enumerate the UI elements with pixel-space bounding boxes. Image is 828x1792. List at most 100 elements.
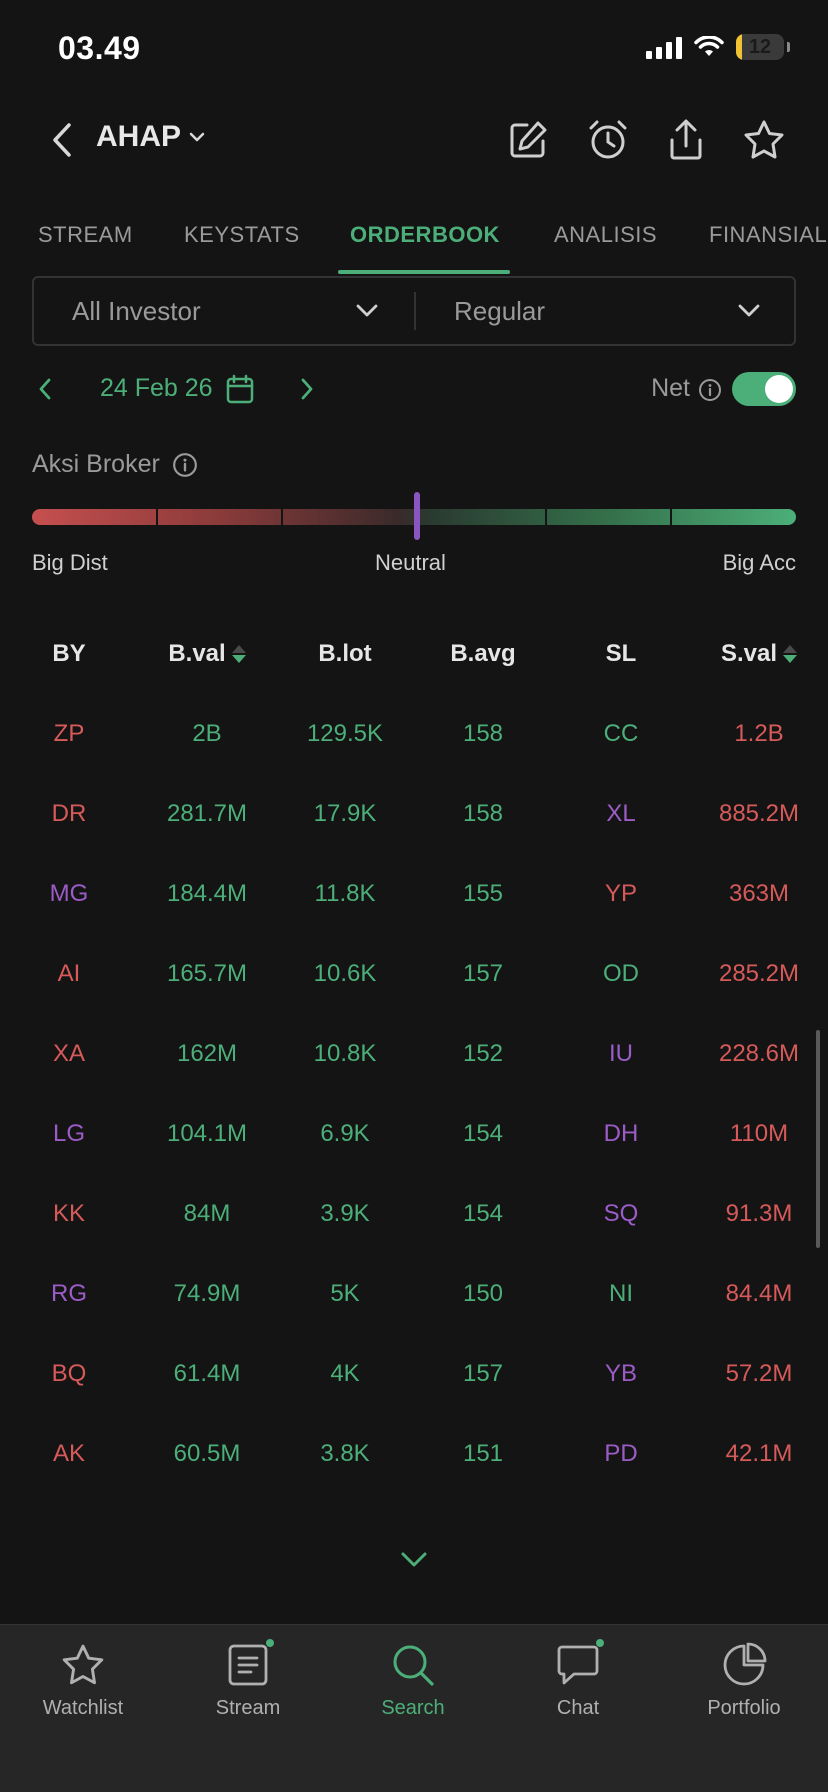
buy-average: 154 <box>462 1120 504 1147</box>
investor-filter-dropdown[interactable]: All Investor <box>72 278 416 344</box>
buyer-code[interactable]: RG <box>51 1280 87 1307</box>
buy-lot: 5K <box>330 1280 360 1307</box>
battery-icon: 12 <box>736 34 784 60</box>
net-info-button[interactable] <box>698 378 722 407</box>
nav-watchlist[interactable]: Watchlist <box>0 1641 166 1720</box>
buy-average: 157 <box>462 1360 504 1387</box>
sort-icon <box>231 645 246 663</box>
seller-code[interactable]: IU <box>609 1040 633 1067</box>
nav-label: Chat <box>556 1697 600 1719</box>
share-icon <box>670 119 702 160</box>
battery-level: 12 <box>748 35 772 58</box>
market-filter-dropdown[interactable]: Regular <box>454 278 798 344</box>
info-icon[interactable] <box>172 452 198 478</box>
buyer-code[interactable]: DR <box>51 800 87 827</box>
table-row[interactable]: AK 60.5M 3.8K 151 PD 42.1M <box>0 1440 828 1480</box>
table-row[interactable]: KK 84M 3.9K 154 SQ 91.3M <box>0 1200 828 1240</box>
buy-average: 157 <box>462 960 504 987</box>
chevron-down-icon <box>356 304 378 317</box>
net-toggle[interactable] <box>732 372 796 406</box>
nav-label: Watchlist <box>42 1697 124 1719</box>
nav-portfolio[interactable]: Portfolio <box>661 1641 827 1720</box>
gauge-left-label: Big Dist <box>32 550 108 575</box>
col-header-bavg[interactable]: B.avg <box>450 640 516 667</box>
buy-value: 2B <box>192 720 222 747</box>
gauge-center-label: Neutral <box>375 550 446 575</box>
section-tabs: STREAM KEYSTATS ORDERBOOK ANALISIS FINAN… <box>0 212 828 274</box>
pie-chart-icon <box>723 1642 767 1686</box>
sell-value: 42.1M <box>725 1440 793 1467</box>
col-header-bval[interactable]: B.val <box>138 640 276 668</box>
table-row[interactable]: LG 104.1M 6.9K 154 DH 110M <box>0 1120 828 1160</box>
ticker-selector[interactable]: AHAP <box>96 120 205 154</box>
seller-code[interactable]: YP <box>604 880 637 907</box>
buy-lot: 3.8K <box>320 1440 370 1467</box>
buyer-code[interactable]: AI <box>57 960 81 987</box>
sort-icon <box>783 645 798 663</box>
calendar-button[interactable] <box>226 374 254 409</box>
buy-average: 151 <box>462 1440 504 1467</box>
tab-orderbook[interactable]: ORDERBOOK <box>350 222 500 247</box>
buyer-code[interactable]: LG <box>52 1120 85 1147</box>
table-row[interactable]: MG 184.4M 11.8K 155 YP 363M <box>0 880 828 920</box>
nav-chat[interactable]: Chat <box>495 1639 661 1720</box>
seller-code[interactable]: DH <box>603 1120 639 1147</box>
selected-date[interactable]: 24 Feb 26 <box>100 374 213 402</box>
buyer-code[interactable]: XA <box>52 1040 85 1067</box>
show-more-button[interactable] <box>396 1546 432 1574</box>
back-button[interactable] <box>44 118 80 162</box>
nav-stream[interactable]: Stream <box>165 1639 331 1720</box>
edit-note-button[interactable] <box>504 116 552 164</box>
buyer-code[interactable]: KK <box>52 1200 85 1227</box>
buy-average: 158 <box>462 720 504 747</box>
notification-dot <box>596 1639 604 1647</box>
table-row[interactable]: RG 74.9M 5K 150 NI 84.4M <box>0 1280 828 1320</box>
tab-stream[interactable]: STREAM <box>38 222 133 247</box>
col-header-sval[interactable]: S.val <box>690 640 828 668</box>
sell-value: 91.3M <box>725 1200 793 1227</box>
next-date-button[interactable] <box>300 378 314 405</box>
col-header-by[interactable]: BY <box>52 640 86 667</box>
cellular-signal-icon <box>646 35 682 59</box>
tab-finansial[interactable]: FINANSIAL <box>709 222 828 247</box>
buyer-code[interactable]: AK <box>52 1440 85 1467</box>
chevron-down-icon <box>738 304 760 317</box>
tab-analisis[interactable]: ANALISIS <box>554 222 658 247</box>
table-row[interactable]: ZP 2B 129.5K 158 CC 1.2B <box>0 720 828 760</box>
buyer-code[interactable]: ZP <box>53 720 85 747</box>
buy-value: 74.9M <box>173 1280 241 1307</box>
previous-date-button[interactable] <box>38 378 52 405</box>
scrollbar[interactable] <box>816 1030 820 1248</box>
wifi-icon <box>694 36 724 56</box>
nav-search[interactable]: Search <box>330 1641 496 1720</box>
price-alert-button[interactable] <box>584 116 632 164</box>
nav-label: Search <box>381 1697 445 1719</box>
col-header-sl[interactable]: SL <box>605 640 637 667</box>
seller-code[interactable]: CC <box>603 720 639 747</box>
table-row[interactable]: AI 165.7M 10.6K 157 OD 285.2M <box>0 960 828 1000</box>
table-row[interactable]: DR 281.7M 17.9K 158 XL 885.2M <box>0 800 828 840</box>
favorite-button[interactable] <box>740 116 788 164</box>
buy-lot: 17.9K <box>313 800 377 827</box>
broker-action-heading: Aksi Broker <box>32 450 198 479</box>
market-filter-value: Regular <box>454 295 546 326</box>
seller-code[interactable]: NI <box>609 1280 633 1307</box>
buy-lot: 10.6K <box>313 960 377 987</box>
table-row[interactable]: XA 162M 10.8K 152 IU 228.6M <box>0 1040 828 1080</box>
table-row[interactable]: BQ 61.4M 4K 157 YB 57.2M <box>0 1360 828 1400</box>
buy-average: 150 <box>462 1280 504 1307</box>
buyer-code[interactable]: BQ <box>51 1360 87 1387</box>
col-header-blot[interactable]: B.lot <box>318 640 372 667</box>
buy-average: 154 <box>462 1200 504 1227</box>
seller-code[interactable]: SQ <box>603 1200 639 1227</box>
seller-code[interactable]: PD <box>604 1440 638 1467</box>
share-button[interactable] <box>662 116 710 164</box>
sell-value: 228.6M <box>718 1040 800 1067</box>
seller-code[interactable]: XL <box>606 800 636 827</box>
buyer-code[interactable]: MG <box>49 880 89 907</box>
sell-value: 1.2B <box>734 720 784 747</box>
broker-table-header: BY B.val B.lot B.avg SL S.val <box>0 640 828 680</box>
seller-code[interactable]: OD <box>603 960 639 987</box>
tab-keystats[interactable]: KEYSTATS <box>184 222 300 247</box>
seller-code[interactable]: YB <box>604 1360 637 1387</box>
